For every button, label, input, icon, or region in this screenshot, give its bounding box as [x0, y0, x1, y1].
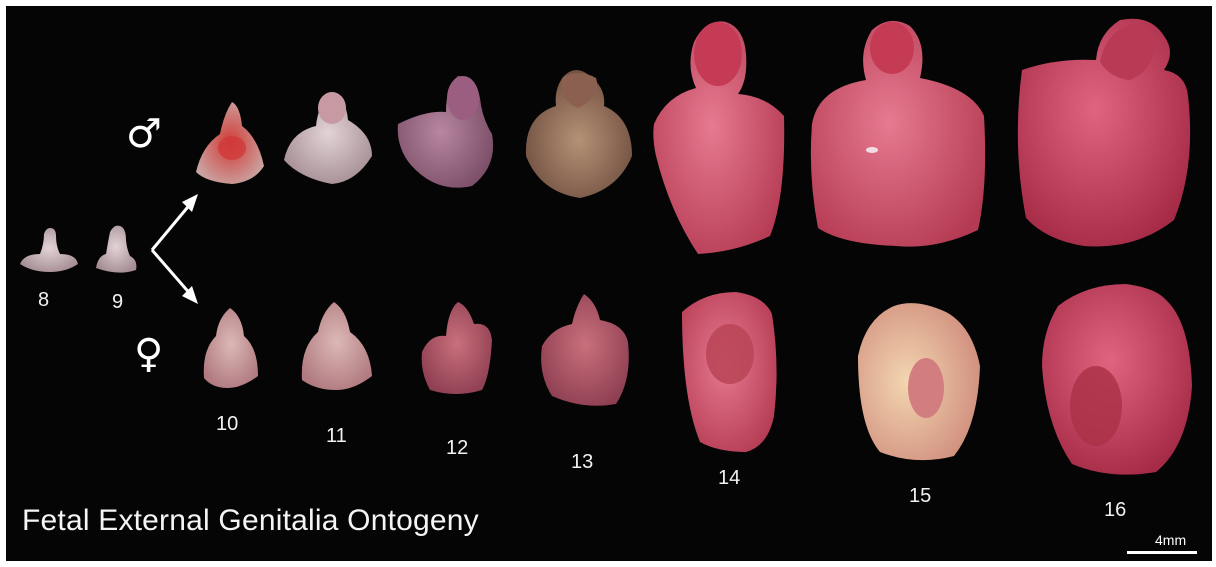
- specimen-female-13: [541, 294, 629, 406]
- specimen-female-12: [421, 302, 492, 394]
- male-symbol: ♂: [126, 111, 162, 157]
- stage-label-10: 10: [216, 413, 239, 435]
- specimen-female-15: [858, 303, 980, 461]
- stage-label-15: 15: [909, 485, 932, 507]
- figure-title: Fetal External Genitalia Ontogeny: [22, 504, 479, 537]
- specimen-male-11: [284, 92, 372, 184]
- arrow-heads: [182, 194, 198, 304]
- stage-label-14: 14: [718, 467, 741, 489]
- specimen-stage-9: [96, 225, 137, 273]
- specimen-female-10: [203, 308, 258, 388]
- specimen-male-13: [525, 70, 632, 198]
- stage-label-11: 11: [326, 425, 347, 447]
- specimen-female-14: [682, 292, 777, 452]
- specimen-male-15: [810, 20, 986, 247]
- specimen-drawing: [20, 18, 1192, 475]
- stage-label-16: 16: [1104, 499, 1127, 521]
- scale-label: 4mm: [1155, 532, 1187, 548]
- specimen-stage-8: [20, 228, 78, 272]
- specimen-male-10: [196, 102, 264, 184]
- specimen-male-16: [1017, 18, 1191, 247]
- stage-label-13: 13: [571, 451, 594, 473]
- stage-label-8: 8: [38, 289, 50, 311]
- stage-label-12: 12: [446, 437, 469, 459]
- female-symbol: ♀: [134, 331, 164, 377]
- specimen-male-14: [653, 21, 785, 254]
- figure-plate: ♂ ♀ 8 9 10 11 12 13 14 15 16 Fetal Exter…: [6, 6, 1212, 561]
- branch-arrows: [150, 201, 194, 297]
- stage-label-9: 9: [112, 291, 124, 313]
- specimen-female-16: [1042, 284, 1192, 475]
- scale-bar: [1127, 551, 1197, 554]
- specimen-male-12: [397, 76, 494, 188]
- specimen-female-11: [301, 302, 372, 390]
